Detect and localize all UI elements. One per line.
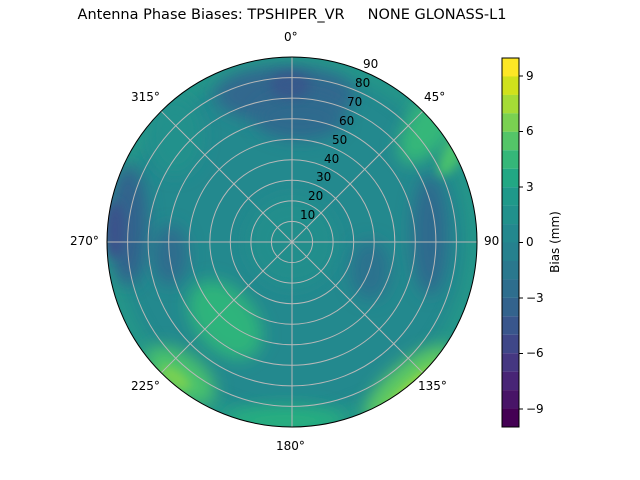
- colorbar-tick-neg3: −3: [526, 291, 544, 305]
- azimuth-label-0: 0°: [284, 30, 298, 44]
- radial-label-10: 10: [300, 208, 316, 222]
- chart-title: Antenna Phase Biases: TPSHIPER_VR NONE G…: [77, 7, 507, 23]
- colorbar-tick-0: 0: [526, 235, 534, 249]
- colorbar-tick-neg6: −6: [526, 346, 544, 360]
- azimuth-label-180: 180°: [276, 439, 305, 453]
- colorbar-tick-9: 9: [526, 69, 534, 83]
- colorbar-tick-6: 6: [526, 124, 534, 138]
- radial-label-90: 90: [363, 57, 379, 71]
- radial-label-20: 20: [308, 189, 324, 203]
- colorbar: [501, 57, 523, 428]
- radial-label-60: 60: [339, 114, 355, 128]
- colorbar-tick-3: 3: [526, 180, 534, 194]
- azimuth-label-315: 315°: [131, 90, 160, 104]
- radial-label-40: 40: [324, 152, 340, 166]
- radial-label-50: 50: [332, 133, 348, 147]
- polar-gridlines: [107, 57, 477, 427]
- radial-label-80: 80: [355, 76, 371, 90]
- azimuth-label-90: 90: [484, 234, 500, 248]
- colorbar-tick-neg9: −9: [526, 402, 544, 416]
- radial-label-30: 30: [316, 170, 332, 184]
- polar-frame: [106, 56, 478, 428]
- azimuth-label-135: 135°: [418, 379, 447, 393]
- colorbar-label: Bias (mm): [548, 211, 562, 273]
- azimuth-label-225: 225°: [131, 379, 160, 393]
- azimuth-label-45: 45°: [424, 90, 446, 104]
- azimuth-label-270: 270°: [70, 234, 99, 248]
- radial-label-70: 70: [347, 95, 363, 109]
